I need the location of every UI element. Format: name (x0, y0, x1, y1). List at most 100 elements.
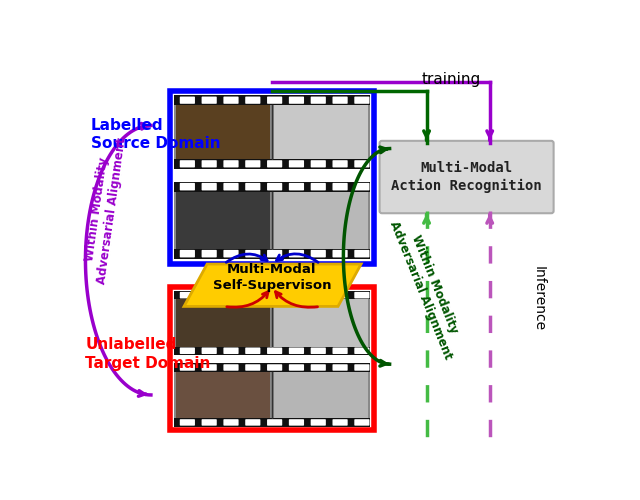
Polygon shape (184, 264, 361, 306)
FancyBboxPatch shape (223, 250, 239, 258)
FancyBboxPatch shape (180, 292, 195, 298)
FancyBboxPatch shape (355, 183, 369, 190)
FancyBboxPatch shape (267, 96, 282, 104)
FancyBboxPatch shape (310, 96, 326, 104)
FancyBboxPatch shape (333, 250, 348, 258)
Text: training: training (422, 72, 481, 88)
FancyBboxPatch shape (289, 419, 304, 426)
FancyBboxPatch shape (333, 348, 348, 354)
FancyBboxPatch shape (310, 292, 326, 298)
FancyBboxPatch shape (267, 183, 282, 190)
Bar (174, 248, 371, 258)
Bar (174, 192, 371, 248)
Bar (176, 372, 270, 418)
Bar (176, 192, 270, 248)
Bar (274, 192, 369, 248)
FancyBboxPatch shape (355, 348, 369, 354)
FancyBboxPatch shape (202, 160, 217, 168)
Bar (174, 364, 371, 372)
Text: Multi-Modal
Self-Supervison: Multi-Modal Self-Supervison (212, 264, 331, 292)
FancyBboxPatch shape (245, 160, 260, 168)
FancyBboxPatch shape (202, 183, 217, 190)
FancyBboxPatch shape (180, 250, 195, 258)
FancyBboxPatch shape (333, 160, 348, 168)
FancyBboxPatch shape (223, 183, 239, 190)
FancyBboxPatch shape (310, 160, 326, 168)
FancyBboxPatch shape (310, 183, 326, 190)
FancyBboxPatch shape (355, 419, 369, 426)
FancyBboxPatch shape (333, 96, 348, 104)
FancyBboxPatch shape (223, 160, 239, 168)
FancyBboxPatch shape (267, 364, 282, 370)
FancyBboxPatch shape (289, 183, 304, 190)
FancyBboxPatch shape (267, 348, 282, 354)
Bar (170, 287, 374, 430)
Text: Multi-Modal
Action Recognition: Multi-Modal Action Recognition (391, 160, 542, 194)
FancyBboxPatch shape (289, 348, 304, 354)
FancyBboxPatch shape (289, 292, 304, 298)
FancyBboxPatch shape (267, 292, 282, 298)
Bar (174, 96, 371, 105)
FancyBboxPatch shape (245, 419, 260, 426)
FancyBboxPatch shape (245, 292, 260, 298)
FancyBboxPatch shape (289, 250, 304, 258)
FancyBboxPatch shape (180, 348, 195, 354)
Bar (170, 91, 374, 264)
Bar (174, 346, 371, 355)
FancyBboxPatch shape (223, 364, 239, 370)
Bar (174, 291, 371, 300)
FancyBboxPatch shape (355, 160, 369, 168)
FancyBboxPatch shape (180, 96, 195, 104)
FancyBboxPatch shape (180, 419, 195, 426)
FancyBboxPatch shape (355, 364, 369, 370)
Text: Labelled
Source Domain: Labelled Source Domain (91, 118, 220, 152)
Text: Within Modality
Adversarial Alignment: Within Modality Adversarial Alignment (387, 214, 469, 361)
FancyBboxPatch shape (245, 250, 260, 258)
FancyBboxPatch shape (223, 96, 239, 104)
Bar (274, 105, 369, 159)
FancyBboxPatch shape (202, 96, 217, 104)
FancyBboxPatch shape (333, 292, 348, 298)
Bar (174, 418, 371, 426)
Bar (174, 372, 371, 418)
FancyBboxPatch shape (355, 292, 369, 298)
FancyBboxPatch shape (310, 364, 326, 370)
FancyBboxPatch shape (202, 250, 217, 258)
FancyBboxPatch shape (355, 96, 369, 104)
FancyBboxPatch shape (245, 364, 260, 370)
FancyBboxPatch shape (180, 364, 195, 370)
FancyBboxPatch shape (289, 96, 304, 104)
FancyBboxPatch shape (333, 419, 348, 426)
Bar (274, 372, 369, 418)
FancyBboxPatch shape (333, 364, 348, 370)
Bar (171, 356, 373, 362)
FancyBboxPatch shape (310, 348, 326, 354)
FancyBboxPatch shape (223, 348, 239, 354)
FancyBboxPatch shape (267, 160, 282, 168)
FancyBboxPatch shape (267, 419, 282, 426)
Text: Unlabelled
Target Domain: Unlabelled Target Domain (86, 337, 211, 371)
FancyBboxPatch shape (310, 250, 326, 258)
FancyBboxPatch shape (223, 419, 239, 426)
FancyBboxPatch shape (355, 250, 369, 258)
FancyBboxPatch shape (245, 348, 260, 354)
FancyBboxPatch shape (180, 183, 195, 190)
FancyBboxPatch shape (267, 250, 282, 258)
FancyBboxPatch shape (245, 96, 260, 104)
FancyBboxPatch shape (333, 183, 348, 190)
FancyBboxPatch shape (289, 364, 304, 370)
Text: Inference: Inference (531, 266, 545, 332)
FancyBboxPatch shape (202, 348, 217, 354)
FancyBboxPatch shape (223, 292, 239, 298)
FancyBboxPatch shape (202, 419, 217, 426)
Bar (171, 170, 373, 180)
FancyBboxPatch shape (245, 183, 260, 190)
FancyBboxPatch shape (180, 160, 195, 168)
Text: Within Modality
Adversarial Alignment: Within Modality Adversarial Alignment (81, 135, 129, 286)
FancyBboxPatch shape (202, 364, 217, 370)
Bar (274, 300, 369, 346)
FancyBboxPatch shape (380, 141, 554, 213)
Bar (174, 300, 371, 346)
FancyBboxPatch shape (310, 419, 326, 426)
Bar (174, 105, 371, 159)
